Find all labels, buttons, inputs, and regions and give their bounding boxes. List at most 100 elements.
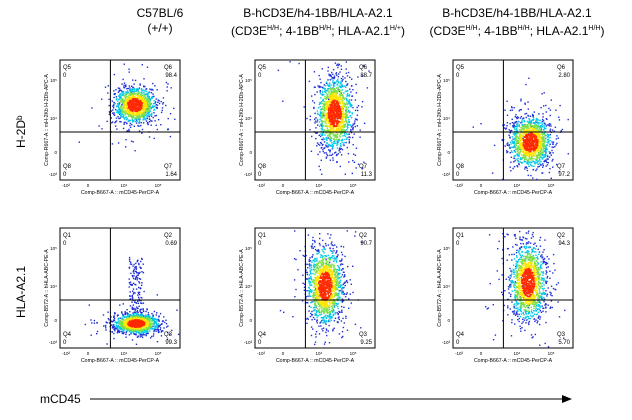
event-dot — [525, 124, 527, 126]
event-dot — [337, 138, 340, 140]
event-dot — [542, 122, 544, 124]
event-dot — [339, 81, 341, 83]
event-dot — [119, 325, 122, 328]
event-dot — [326, 132, 328, 134]
column-title-line2: (CD3EH/H; 4-1BBH/H; HLA-A2.1H/H) — [429, 24, 605, 38]
event-dot — [323, 128, 325, 131]
event-dot — [344, 129, 347, 132]
event-dot — [134, 313, 136, 315]
event-dot — [145, 104, 147, 106]
event-dot — [536, 157, 538, 159]
event-dot — [530, 150, 532, 153]
event-dot — [125, 103, 127, 105]
event-dot — [117, 87, 119, 89]
event-dot — [330, 137, 333, 139]
event-dot — [114, 312, 116, 315]
event-dot — [337, 105, 339, 108]
event-dot — [345, 141, 347, 144]
event-dot — [143, 116, 145, 118]
event-dot — [121, 318, 123, 321]
event-dot — [343, 98, 346, 100]
event-dot — [530, 157, 532, 160]
event-dot — [327, 79, 329, 81]
event-dot — [332, 122, 334, 124]
quadrant-value: 98.4 — [165, 73, 177, 79]
event-dot — [116, 332, 119, 334]
event-dot — [340, 65, 342, 67]
event-dot — [154, 102, 156, 104]
event-dot — [134, 283, 136, 286]
event-dot — [138, 116, 141, 119]
event-dot — [130, 88, 132, 90]
event-dot — [528, 153, 531, 155]
event-dot — [345, 107, 347, 109]
event-dot — [173, 107, 175, 110]
event-dot — [130, 89, 132, 91]
event-dot — [119, 95, 121, 97]
event-dot — [544, 159, 547, 162]
event-dot — [543, 160, 546, 163]
event-dot — [327, 106, 329, 108]
event-dot — [519, 136, 521, 138]
event-dot — [322, 137, 325, 139]
event-dot — [127, 120, 129, 122]
event-dot — [527, 101, 529, 103]
event-dot — [313, 71, 316, 73]
event-dot — [537, 148, 540, 150]
event-dot — [145, 333, 147, 335]
event-dot — [120, 96, 122, 98]
event-dot — [143, 334, 145, 336]
event-dot — [336, 110, 339, 112]
event-dot — [337, 121, 340, 124]
event-dot — [344, 97, 346, 99]
event-dot — [127, 315, 130, 318]
event-dot — [526, 133, 528, 135]
event-dot — [547, 162, 549, 164]
event-dot — [342, 143, 344, 146]
event-dot — [141, 104, 143, 106]
event-dot — [328, 111, 330, 114]
event-dot — [344, 85, 346, 87]
event-dot — [541, 152, 543, 154]
column-title-line2: (CD3EH/H; 4-1BBH/H; HLA-A2.1H/+) — [231, 24, 405, 38]
event-dot — [116, 110, 119, 112]
event-dot — [540, 133, 543, 135]
event-dot — [534, 161, 536, 163]
event-dot — [151, 320, 153, 322]
event-dot — [347, 121, 350, 123]
quadrant-value: 2.80 — [558, 73, 570, 79]
event-dot — [343, 126, 346, 128]
quadrant-value: 0 — [63, 172, 67, 178]
event-dot — [131, 91, 133, 94]
event-dot — [118, 94, 121, 96]
event-dot — [331, 91, 333, 94]
event-dot — [536, 126, 538, 128]
event-dot — [344, 113, 346, 116]
event-dot — [314, 120, 317, 122]
event-dot — [136, 109, 138, 111]
event-dot — [505, 128, 507, 130]
event-dot — [511, 107, 513, 109]
event-dot — [352, 125, 354, 127]
event-dot — [326, 142, 328, 144]
event-dot — [132, 110, 134, 113]
event-dot — [340, 68, 343, 70]
event-dot — [151, 113, 153, 115]
event-dot — [147, 111, 149, 114]
event-dot — [545, 165, 547, 167]
event-dot — [516, 139, 518, 141]
event-dot — [323, 104, 325, 106]
event-dot — [141, 100, 143, 102]
event-dot — [319, 101, 321, 104]
event-dot — [132, 269, 135, 272]
event-dot — [138, 98, 141, 100]
event-dot — [131, 119, 133, 122]
event-dot — [139, 83, 141, 85]
event-dot — [325, 156, 328, 158]
event-dot — [334, 92, 337, 95]
event-dot — [142, 101, 144, 103]
event-dot — [542, 129, 545, 131]
y-tick-label: 10⁵ — [245, 78, 252, 83]
event-dot — [348, 102, 350, 105]
event-dot — [344, 115, 347, 118]
